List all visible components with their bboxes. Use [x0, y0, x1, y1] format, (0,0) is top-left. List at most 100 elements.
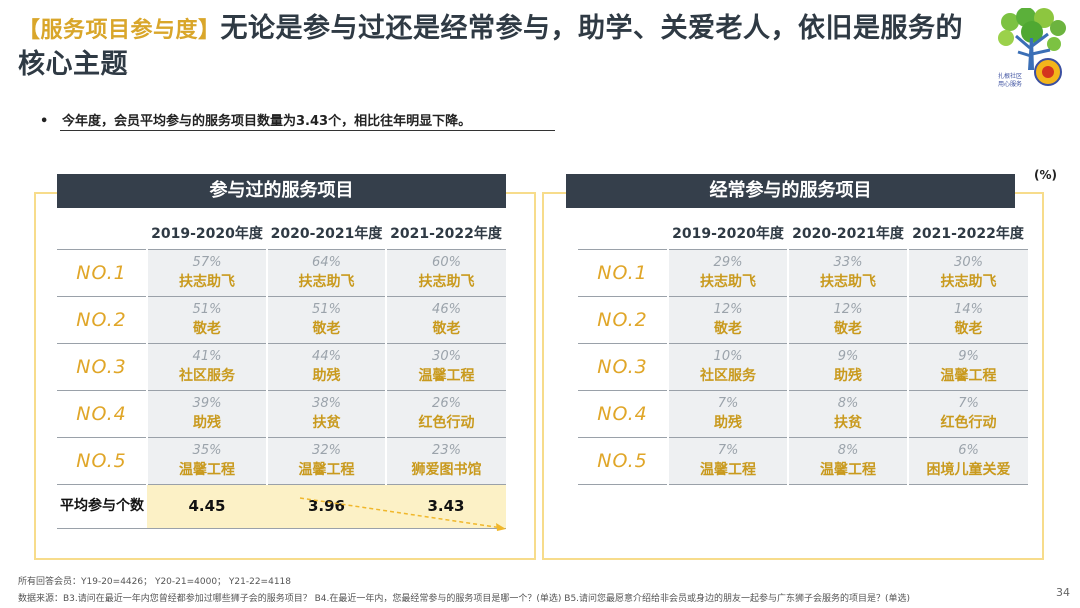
left-panel-title: 参与过的服务项目 — [57, 174, 506, 208]
header-blank — [578, 217, 668, 249]
service-name: 助残 — [312, 367, 341, 384]
table-cell: 8% 温馨工程 — [787, 437, 908, 485]
percent-value: 7% — [717, 395, 739, 411]
decline-trend-arrow-icon — [299, 497, 506, 531]
percent-value: 51% — [312, 301, 341, 317]
table-row: NO.2 51% 敬老 51% 敬老 46% 敬老 — [57, 296, 506, 344]
percent-value: 39% — [192, 395, 222, 411]
average-value: 3.43 — [386, 484, 506, 529]
service-name: 温馨工程 — [700, 461, 756, 478]
percent-value: 7% — [958, 395, 979, 411]
service-name: 敬老 — [834, 320, 862, 337]
frequent-services-table: 2019-2020年度 2020-2021年度 2021-2022年度 NO.1… — [578, 217, 1028, 485]
service-name: 助残 — [193, 414, 221, 431]
percent-value: 64% — [312, 254, 341, 270]
title-main: 无论是参与过还是经常参与，助学、关爱老人，依旧是服务的核心主题 — [18, 13, 964, 80]
rank-label: NO.1 — [57, 248, 147, 297]
table-cell: 7% 温馨工程 — [667, 437, 788, 485]
column-header: 2021-2022年度 — [386, 217, 506, 249]
table-cell: 26% 红色行动 — [385, 390, 506, 438]
percent-value: 38% — [312, 395, 341, 411]
title-prefix: 【服务项目参与度】 — [18, 18, 221, 43]
service-name: 社区服务 — [179, 367, 235, 384]
service-name: 助残 — [834, 367, 862, 384]
table-cell: 51% 敬老 — [146, 296, 267, 344]
table-row: NO.3 41% 社区服务 44% 助残 30% 温馨工程 — [57, 343, 506, 391]
percent-value: 46% — [432, 301, 461, 317]
rank-label: NO.4 — [57, 390, 147, 438]
table-row: NO.4 39% 助残 38% 扶贫 26% 红色行动 — [57, 390, 506, 438]
column-header: 2019-2020年度 — [668, 217, 788, 249]
sample-size-note: 所有回答会员：Y19-20=4426； Y20-21=4000； Y21-22=… — [18, 577, 292, 587]
rank-label: NO.5 — [57, 437, 147, 485]
right-panel-title: 经常参与的服务项目 — [566, 174, 1015, 208]
logo-text: 扎根社区 — [998, 72, 1022, 80]
service-name: 敬老 — [714, 320, 742, 337]
table-cell: 9% 温馨工程 — [907, 343, 1028, 391]
percent-value: 6% — [958, 442, 979, 458]
data-source-note: 数据来源：B3.请问在最近一年内您曾经都参加过哪些狮子会的服务项目？ B4.在最… — [18, 594, 911, 604]
key-finding-text: 今年度，会员平均参与的服务项目数量为3.43个，相比往年明显下降。 — [62, 114, 472, 129]
table-cell: 64% 扶志助飞 — [266, 248, 386, 297]
table-cell: 44% 助残 — [266, 343, 386, 391]
participated-services-table: 2019-2020年度 2020-2021年度 2021-2022年度 NO.1… — [57, 217, 506, 529]
table-cell: 39% 助残 — [146, 390, 267, 438]
percent-value: 35% — [192, 442, 222, 458]
table-cell: 35% 温馨工程 — [146, 437, 267, 485]
table-row: NO.3 10% 社区服务 9% 助残 9% 温馨工程 — [578, 343, 1028, 391]
table-cell: 12% 敬老 — [787, 296, 908, 344]
table-cell: 8% 扶贫 — [787, 390, 908, 438]
service-name: 扶志助飞 — [179, 273, 235, 290]
column-header: 2019-2020年度 — [147, 217, 267, 249]
percent-value: 60% — [432, 254, 461, 270]
service-name: 扶贫 — [312, 414, 341, 431]
service-name: 扶志助飞 — [700, 273, 756, 290]
table-row: NO.1 57% 扶志助飞 64% 扶志助飞 60% 扶志助飞 — [57, 248, 506, 297]
percent-value: 8% — [837, 442, 859, 458]
header-blank — [57, 217, 147, 249]
average-row: 平均参与个数 4.45 3.96 3.43 — [57, 484, 506, 529]
table-cell: 29% 扶志助飞 — [667, 248, 788, 297]
service-name: 敬老 — [193, 320, 221, 337]
service-name: 助残 — [714, 414, 742, 431]
percent-value: 30% — [432, 348, 461, 364]
service-name: 社区服务 — [700, 367, 756, 384]
percent-value: 44% — [312, 348, 341, 364]
page-number: 34 — [1056, 586, 1070, 599]
table-cell: 46% 敬老 — [385, 296, 506, 344]
key-finding-underline — [60, 130, 555, 131]
table-cell: 7% 红色行动 — [907, 390, 1028, 438]
percent-value: 30% — [954, 254, 983, 270]
percent-value: 10% — [713, 348, 743, 364]
table-cell: 10% 社区服务 — [667, 343, 788, 391]
table-cell: 14% 敬老 — [907, 296, 1028, 344]
percent-value: 33% — [833, 254, 863, 270]
table-cell: 41% 社区服务 — [146, 343, 267, 391]
service-name: 红色行动 — [940, 414, 997, 431]
table-cell: 33% 扶志助飞 — [787, 248, 908, 297]
table-row: NO.2 12% 敬老 12% 敬老 14% 敬老 — [578, 296, 1028, 344]
percent-value: 32% — [312, 442, 341, 458]
average-label: 平均参与个数 — [57, 484, 147, 529]
percent-value: 41% — [192, 348, 222, 364]
table-cell: 32% 温馨工程 — [266, 437, 386, 485]
bullet-dot: • — [40, 114, 49, 129]
service-name: 温馨工程 — [179, 461, 235, 478]
percent-value: 26% — [432, 395, 461, 411]
table-cell: 6% 困境儿童关爱 — [907, 437, 1028, 485]
percent-value: 57% — [192, 254, 222, 270]
table-cell: 9% 助残 — [787, 343, 908, 391]
table-cell: 38% 扶贫 — [266, 390, 386, 438]
average-value: 4.45 — [147, 484, 267, 529]
column-header: 2020-2021年度 — [788, 217, 908, 249]
table-cell: 7% 助残 — [667, 390, 788, 438]
service-name: 敬老 — [312, 320, 341, 337]
average-value: 3.96 — [267, 484, 386, 529]
percent-value: 8% — [837, 395, 859, 411]
service-name: 温馨工程 — [298, 461, 355, 478]
service-name: 扶贫 — [834, 414, 862, 431]
service-name: 红色行动 — [418, 414, 475, 431]
percent-value: 12% — [713, 301, 743, 317]
service-name: 困境儿童关爱 — [926, 461, 1011, 478]
service-name: 敬老 — [954, 320, 983, 337]
